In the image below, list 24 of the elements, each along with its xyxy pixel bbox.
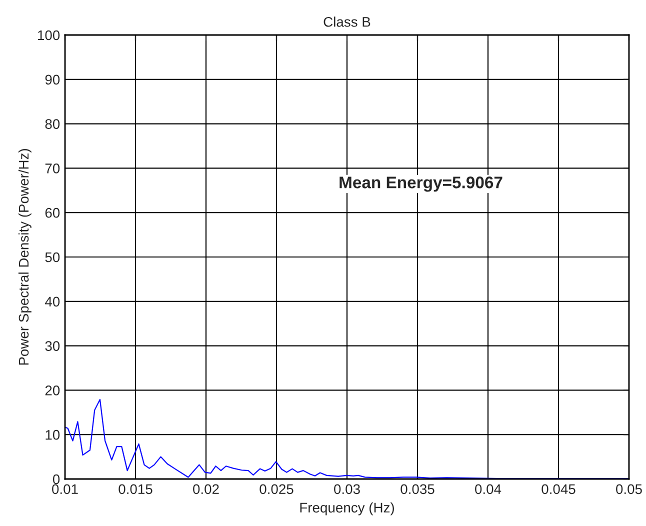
- y-tick-label: 50: [45, 252, 60, 262]
- x-tick-label: 0.02: [193, 484, 219, 494]
- y-tick-label: 100: [38, 30, 60, 40]
- x-tick-label: 0.04: [475, 484, 502, 494]
- y-tick-label: 40: [45, 296, 60, 307]
- y-tick-label: 0: [52, 474, 60, 484]
- y-tick-label: 80: [45, 119, 60, 129]
- y-tick-label: 90: [45, 74, 60, 85]
- y-tick-label: 30: [45, 341, 60, 351]
- y-tick-label: 10: [46, 430, 60, 440]
- y-axis-title: Power Spectral Density (Power/Hz): [18, 149, 32, 365]
- annotation: Mean Energy=5.9067: [340, 176, 502, 192]
- x-tick-label: 0.03: [334, 484, 360, 494]
- x-tick-label: 0.015: [118, 484, 152, 494]
- x-tick-label: 0.035: [400, 484, 434, 494]
- y-tick-label: 70: [45, 164, 60, 174]
- y-tick-label: 60: [45, 208, 60, 218]
- chart-title: Class B: [324, 16, 370, 27]
- x-tick-label: 0.05: [616, 484, 642, 494]
- x-tick-label: 0.025: [260, 484, 294, 494]
- x-tick-label: 0.01: [52, 484, 78, 494]
- x-axis-title: Frequency (Hz): [300, 502, 394, 516]
- y-tick-label: 20: [45, 386, 60, 396]
- x-tick-label: 0.045: [542, 484, 576, 494]
